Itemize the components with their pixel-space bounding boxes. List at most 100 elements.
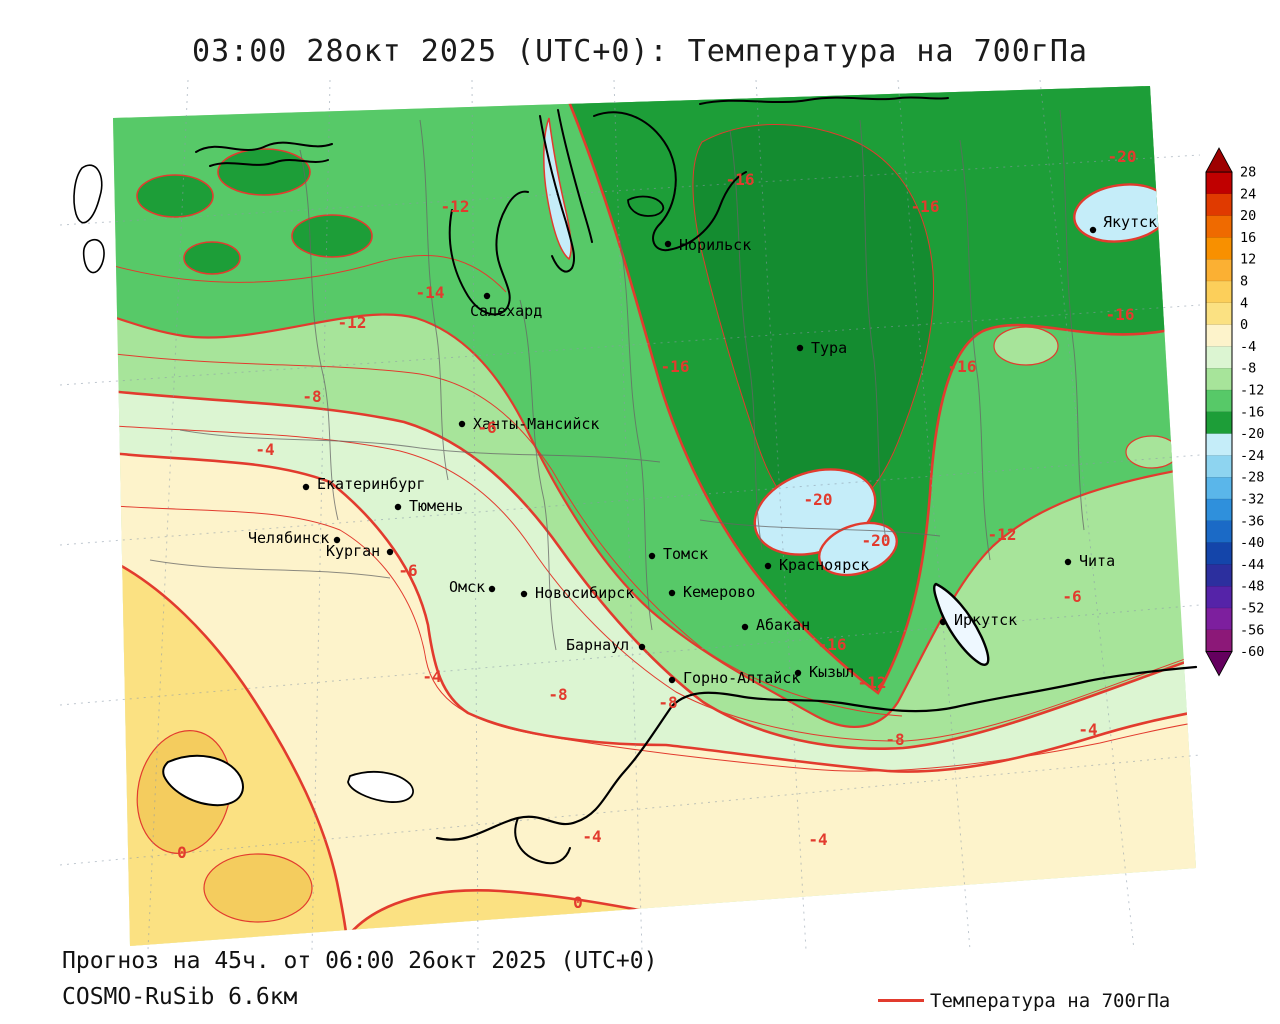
map-title: 03:00 28окт 2025 (UTC+0): Температура на…: [192, 34, 1088, 69]
colorbar-tick-label: 16: [1240, 230, 1256, 246]
temperature-zones: [113, 86, 1196, 946]
forecast-info: Прогноз на 45ч. от 06:00 26окт 2025 (UTC…: [62, 948, 658, 974]
contour-label: -16: [661, 357, 690, 376]
colorbar-tick-label: 28: [1240, 165, 1256, 181]
city-label: Тура: [811, 339, 847, 357]
city-label: Абакан: [756, 616, 810, 634]
contour-label: -12: [858, 673, 887, 692]
thin-contour: [113, 255, 507, 293]
admin-line: [299, 149, 339, 521]
city-marker: [1089, 226, 1097, 234]
city-marker: [386, 548, 394, 556]
model-info: COSMO-RuSib 6.6км: [62, 984, 298, 1010]
city-marker: [302, 483, 310, 491]
admin-line: [1059, 109, 1085, 531]
contour-label: -6: [477, 418, 496, 437]
city-marker: [333, 536, 341, 544]
admin-boundaries: [149, 109, 1085, 651]
colorbar-tick-label: -20: [1240, 426, 1264, 442]
colorbar-cell: [1205, 498, 1233, 522]
city-marker: [741, 623, 749, 631]
lake-baikal: [933, 582, 990, 666]
contour-label: -16: [911, 197, 940, 216]
contour-label: -14: [416, 283, 445, 302]
colorbar-tick-label: -12: [1240, 383, 1264, 399]
city-label: Курган: [326, 542, 380, 560]
contour-label: -4: [1078, 720, 1097, 739]
colorbar-cell: [1205, 368, 1233, 391]
contour-label: -8: [658, 693, 677, 712]
colorbar-cell: [1205, 520, 1233, 544]
city-label: Кемерово: [683, 583, 755, 601]
contour-label: -4: [808, 830, 827, 849]
colorbar-cell: [1205, 215, 1233, 239]
colorbar-tick-label: 24: [1240, 186, 1256, 202]
colorbar-cell: [1205, 171, 1233, 195]
parallel-line: [59, 454, 1201, 546]
city-label: Томск: [663, 545, 708, 563]
city-marker: [483, 292, 491, 300]
colorbar-cell: [1205, 237, 1233, 260]
zone-dark-patch: [217, 148, 311, 196]
city-marker: [668, 676, 676, 684]
zone-cream: [113, 450, 1196, 946]
lake: [347, 770, 414, 803]
island: [82, 239, 105, 274]
zone-dark-patch: [183, 241, 241, 275]
colorbar-tick-label: 8: [1240, 274, 1248, 290]
geography: [73, 96, 1198, 865]
colorbar-cell: [1205, 542, 1233, 565]
city-label: Горно-Алтайск: [683, 669, 800, 687]
contour-label: -16: [818, 635, 847, 654]
city-marker: [638, 643, 646, 651]
colorbar-cell: [1205, 477, 1233, 500]
contour-label: -4: [255, 440, 274, 459]
zone-deep-yellow: [203, 853, 313, 923]
island: [73, 164, 103, 224]
parallel-line: [59, 304, 1201, 386]
city-label: Барнаул: [566, 636, 629, 654]
colorbar-cell: [1205, 193, 1233, 217]
colorbar-cell: [1205, 324, 1233, 348]
contour-label-layer: -16 -16 -20 -12 -14 -12 -16 -16 -16 -8 -6 -4 -20 -20 -…: [177, 147, 1136, 912]
colorbar-cell: [1205, 389, 1233, 413]
contour-label: -12: [988, 525, 1017, 544]
admin-line: [699, 519, 941, 537]
city-marker: [520, 590, 528, 598]
city-label: Якутск: [1103, 213, 1157, 231]
national-border: [514, 817, 571, 865]
contour-label: -8: [548, 685, 567, 704]
coastline: [195, 141, 333, 153]
city-layer: Норильск Салехард Тура Якутск Ханты-Мансийск…: [248, 213, 1157, 687]
lake: [162, 754, 244, 807]
colorbar-tick-label: -36: [1240, 513, 1264, 529]
colorbar: 28 24 20 16 12 8 4 0 -4 -8 -12 -16 -20 -24 -28 -32 -36 -4…: [1205, 147, 1264, 677]
legend-label: Температура на 700гПа: [930, 990, 1171, 1012]
admin-line: [419, 119, 449, 481]
contour-label: -16: [948, 357, 977, 376]
colorbar-arrow-top: [1205, 147, 1233, 173]
colorbar-tick-label: -44: [1240, 557, 1264, 573]
meridian-line: [755, 79, 807, 951]
city-marker: [668, 589, 676, 597]
colorbar-tick-label: 12: [1240, 252, 1256, 268]
thin-contour: [113, 504, 1196, 772]
meridian-line: [147, 79, 189, 951]
city-label: Ханты-Мансийск: [473, 415, 599, 433]
legend-contour-line-sample: [878, 999, 924, 1002]
city-label: Норильск: [679, 236, 751, 254]
coastline: [209, 159, 329, 167]
zone-light-spot: [993, 326, 1059, 366]
city-marker: [1064, 558, 1072, 566]
colorbar-tick-label: -4: [1240, 339, 1256, 355]
contour-label: -8: [885, 730, 904, 749]
city-marker: [796, 344, 804, 352]
city-marker: [458, 420, 466, 428]
colorbar-tick-label: -40: [1240, 535, 1264, 551]
colorbar-tick-label: -32: [1240, 492, 1264, 508]
city-marker: [394, 503, 402, 511]
meridian-line: [311, 79, 331, 951]
city-label: Челябинск: [248, 529, 329, 547]
city-marker: [794, 669, 802, 677]
